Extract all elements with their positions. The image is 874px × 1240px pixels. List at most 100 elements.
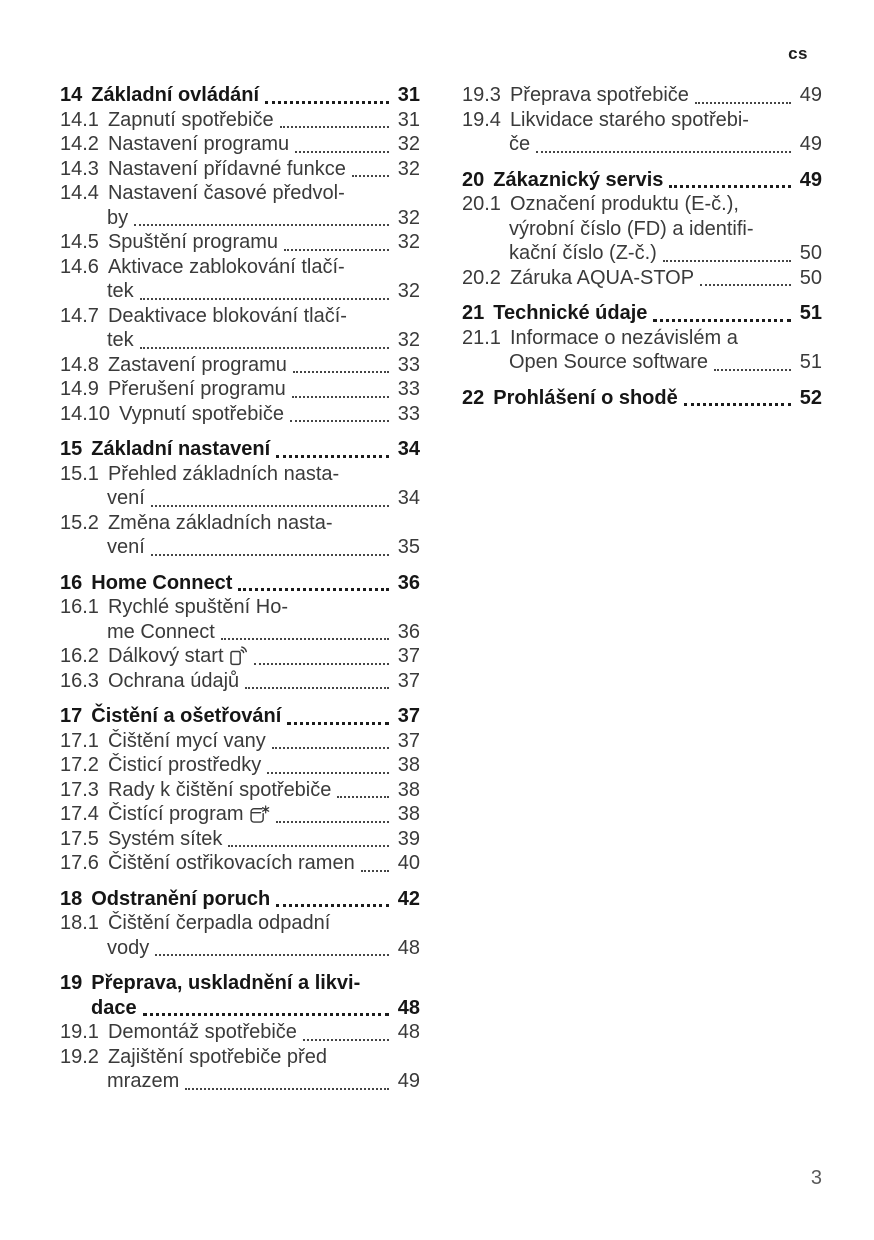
toc-entry-number: 22 <box>462 386 485 409</box>
toc-entry: 14.10 Vypnutí spotřebiče 33 <box>60 402 420 427</box>
toc-line: Open Source software 51 <box>462 350 822 375</box>
toc-entry-page: 42 <box>397 887 420 910</box>
toc-entry-number: 14.3 <box>60 157 99 180</box>
toc-entry-title: me Connect <box>107 620 215 643</box>
cleaning-program-icon <box>248 802 270 827</box>
toc-entry-page: 40 <box>397 852 420 874</box>
toc-entry-title: Spuštění programu <box>107 231 279 253</box>
toc-dot-leader <box>287 704 389 725</box>
toc-entry-title: by <box>107 206 129 229</box>
toc-entry: 17.3 Rady k čištění spotřebiče 38 <box>60 778 420 803</box>
toc-entry: 14.3 Nastavení přídavné funkce 32 <box>60 157 420 182</box>
toc-dot-leader <box>245 669 389 689</box>
toc-line: 20 Zákaznický servis 49 <box>462 168 822 193</box>
toc-entry-number: 17.2 <box>60 754 99 776</box>
toc-entry-title: Odstranění poruch <box>91 887 271 910</box>
toc-line: 17.3 Rady k čištění spotřebiče 38 <box>60 778 420 803</box>
page-number: 3 <box>810 1167 822 1189</box>
toc-dot-leader <box>536 132 791 153</box>
toc-dot-leader <box>238 571 389 591</box>
toc-entry: 15 Základní nastavení 34 <box>60 437 420 462</box>
toc-entry: 20.1 Označení produktu (E-č.), výrobní čís… <box>462 192 822 266</box>
toc-line: 14.5 Spuštění programu 32 <box>60 230 420 255</box>
toc-line: mrazem 49 <box>60 1069 420 1094</box>
toc-dot-leader <box>134 206 389 226</box>
toc-dot-leader <box>653 301 791 322</box>
toc-entry-title: tek <box>107 329 134 351</box>
toc-entry-title: Změna základních nasta- <box>107 511 333 534</box>
toc-dot-leader <box>284 230 389 251</box>
toc-entry-title: Demontáž spotřebiče <box>107 1021 297 1043</box>
toc-entry-title: Nastavení programu <box>107 133 290 155</box>
toc-line: 18 Odstranění poruch 42 <box>60 887 420 912</box>
toc-entry-page: 32 <box>397 280 420 302</box>
toc-dot-leader <box>662 241 791 262</box>
toc-entry-page: 31 <box>397 108 420 131</box>
toc-line: 19.4 Likvidace starého spotřebi- <box>462 108 822 133</box>
toc-dot-leader <box>694 83 791 104</box>
toc-entry-page: 33 <box>397 402 420 425</box>
toc-line: vody 48 <box>60 936 420 961</box>
toc-entry-number: 15.2 <box>60 511 99 534</box>
toc-line: 16 Home Connect 36 <box>60 571 420 596</box>
toc-entry-title: Zapnutí spotřebiče <box>107 108 274 131</box>
toc-dot-leader <box>276 887 389 907</box>
toc-entry-title: Přeprava, uskladnění a likvi- <box>91 972 361 994</box>
toc-dot-leader <box>279 108 389 128</box>
toc-entry-number: 18 <box>60 887 83 910</box>
toc-line: 19 Přeprava, uskladnění a likvi- <box>60 971 420 996</box>
toc-entry: 14.4 Nastavení časové předvol-by 32 <box>60 181 420 230</box>
toc-entry-number: 18.1 <box>60 912 99 934</box>
toc-line: 17.4 Čistící program 38 <box>60 802 420 827</box>
toc-entry-number: 16.2 <box>60 645 99 667</box>
toc-entry-page: 34 <box>397 487 420 509</box>
toc-line: 21.1 Informace o nezávislém a <box>462 326 822 351</box>
toc-line: kační číslo (Z-č.) 50 <box>462 241 822 266</box>
toc-line: 14.10 Vypnutí spotřebiče 33 <box>60 402 420 427</box>
toc-entry: 14.5 Spuštění programu 32 <box>60 230 420 255</box>
toc-entry-title: Nastavení časové předvol- <box>107 182 345 204</box>
toc-entry-number: 14.8 <box>60 353 99 376</box>
toc-entry-page: 50 <box>799 242 822 264</box>
toc-entry-page: 32 <box>397 329 420 351</box>
toc-entry-number: 14.10 <box>60 402 111 425</box>
toc-entry-page: 51 <box>799 302 822 324</box>
toc-entry-page: 37 <box>397 729 420 752</box>
toc-entry: 16 Home Connect 36 <box>60 571 420 596</box>
toc-column-2: 19.3 Přeprava spotřebiče 49 19.4 Likvidace s… <box>462 83 822 1094</box>
toc-line: 14.9 Přerušení programu 33 <box>60 377 420 402</box>
toc-dot-leader <box>228 827 389 847</box>
toc-entry-page: 32 <box>397 133 420 155</box>
toc-entry-number: 17.4 <box>60 803 99 825</box>
toc-entry-title: Zákaznický servis <box>493 168 664 191</box>
toc-dot-leader <box>150 535 389 556</box>
toc-line: 15.1 Přehled základních nasta- <box>60 462 420 487</box>
toc-entry: 16.1 Rychlé spuštění Ho-me Connect 36 <box>60 595 420 644</box>
toc-entry-number: 19 <box>60 972 83 994</box>
toc-entry-title: Označení produktu (E-č.), <box>509 193 739 215</box>
toc-entry-number: 15 <box>60 438 83 460</box>
toc-entry-page: 33 <box>397 378 420 400</box>
toc-line: by 32 <box>60 206 420 231</box>
toc-entry-title: Čistící program <box>107 803 244 825</box>
toc-entry-title: Aktivace zablokování tlačí- <box>107 255 345 278</box>
toc-entry-title: Nastavení přídavné funkce <box>107 157 346 180</box>
toc-dot-leader <box>155 936 389 956</box>
toc-entry-title: Přerušení programu <box>107 378 286 400</box>
toc-entry-title: Open Source software <box>509 351 708 373</box>
toc-line: výrobní číslo (FD) a identifi- <box>462 217 822 242</box>
toc-entry-title: Rady k čištění spotřebiče <box>107 778 332 801</box>
toc-entry-title: Čištění čerpadla odpadní <box>107 912 331 934</box>
toc-line: 16.3 Ochrana údajů 37 <box>60 669 420 694</box>
toc-entry-number: 15.1 <box>60 462 99 485</box>
toc-line: 14.8 Zastavení programu 33 <box>60 353 420 378</box>
toc-entry-title: Informace o nezávislém a <box>509 326 738 349</box>
toc-line: vení 34 <box>60 486 420 511</box>
toc-entry-page: 39 <box>397 827 420 850</box>
toc-dot-leader <box>291 377 389 398</box>
toc-entry-title: Home Connect <box>91 571 233 594</box>
toc-entry-page: 32 <box>397 231 420 253</box>
toc-line: 15.2 Změna základních nasta- <box>60 511 420 536</box>
toc-entry-page: 33 <box>397 353 420 376</box>
toc-dot-leader <box>139 279 389 300</box>
